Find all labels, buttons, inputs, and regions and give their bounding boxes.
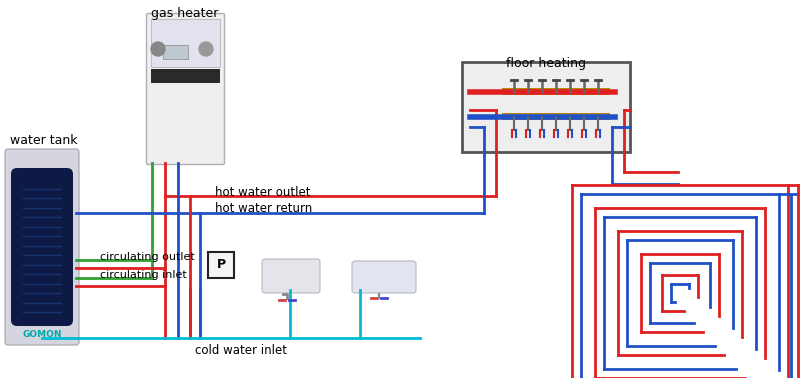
Bar <box>208 252 234 278</box>
FancyBboxPatch shape <box>262 259 320 293</box>
Text: gas heater: gas heater <box>151 7 218 20</box>
Text: floor heating: floor heating <box>506 57 586 70</box>
Bar <box>151 69 220 83</box>
Text: hot water outlet: hot water outlet <box>215 186 310 198</box>
Text: circulating outlet: circulating outlet <box>100 252 194 262</box>
Text: circulating inlet: circulating inlet <box>100 270 186 280</box>
FancyBboxPatch shape <box>11 168 73 326</box>
Bar <box>502 113 610 120</box>
Circle shape <box>151 42 165 56</box>
Bar <box>163 45 188 59</box>
Text: water tank: water tank <box>10 134 78 147</box>
Circle shape <box>199 42 213 56</box>
Bar <box>502 88 610 95</box>
Text: cold water inlet: cold water inlet <box>195 344 287 356</box>
Text: hot water return: hot water return <box>215 203 312 215</box>
FancyBboxPatch shape <box>352 261 416 293</box>
FancyBboxPatch shape <box>5 149 79 345</box>
FancyBboxPatch shape <box>146 14 225 164</box>
Text: P: P <box>217 259 226 271</box>
Bar <box>151 19 220 67</box>
Bar <box>462 62 630 152</box>
Text: GOMON: GOMON <box>22 330 62 339</box>
